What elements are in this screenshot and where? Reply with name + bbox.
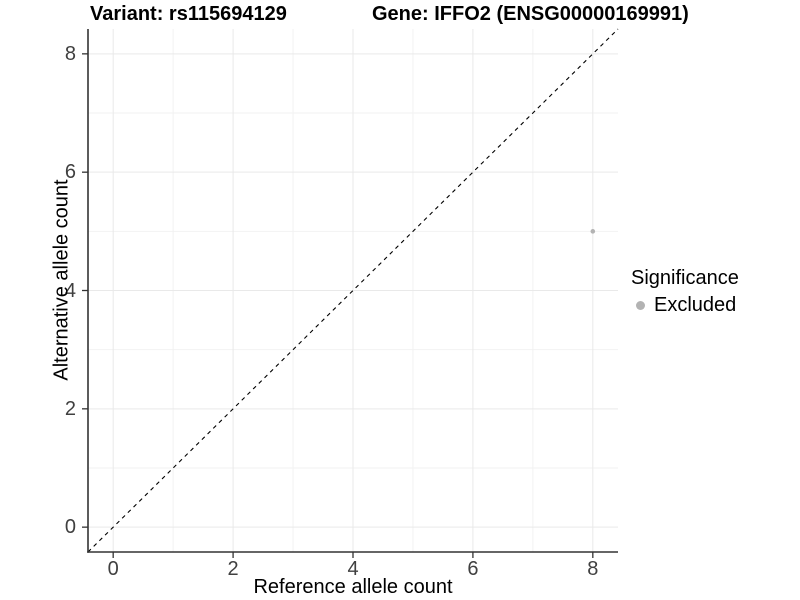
y-tick-label: 8 [64,42,76,65]
x-tick-label: 6 [467,558,479,580]
x-tick-label: 0 [107,558,119,580]
y-tick-label: 6 [64,161,76,184]
legend-item-label: Excluded [654,294,737,316]
legend: Significance Excluded [631,266,739,317]
x-tick-label: 8 [587,558,599,580]
y-tick-label: 4 [64,279,76,302]
x-tick-label: 2 [227,558,239,580]
legend-point-swatch-icon [636,300,645,310]
y-tick-label: 2 [64,397,76,420]
legend-title: Significance [631,267,739,289]
x-axis-title: Reference allele count [253,576,453,598]
legend-item-excluded: Excluded [631,293,739,317]
y-axis-title: Alternative allele count [50,179,73,381]
plot-title-gene: Gene: IFFO2 (ENSG00000169991) [372,3,689,25]
x-tick-label: 4 [347,558,359,580]
plot-title-variant: Variant: rs115694129 [90,3,287,25]
data-point [590,229,596,234]
y-tick-label: 0 [64,516,76,539]
